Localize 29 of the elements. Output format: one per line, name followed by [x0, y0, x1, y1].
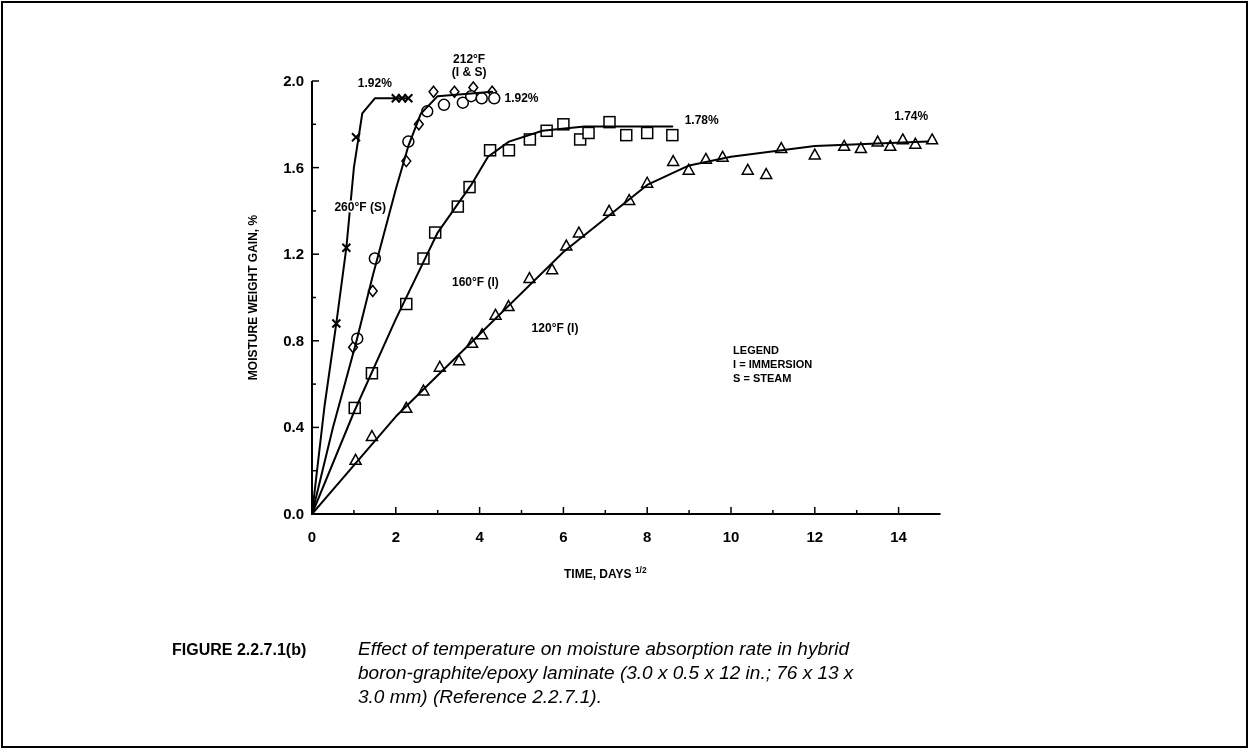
annotation: I = IMMERSION: [733, 357, 813, 370]
x-tick-label: 4: [475, 528, 485, 545]
text: 212°F: [453, 52, 486, 67]
annotation: LEGEND: [733, 343, 779, 356]
x-tick-label: 0: [307, 528, 317, 545]
annotation: 120°F (I): [531, 320, 579, 335]
annotation: S = STEAM: [733, 371, 792, 384]
y-axis-title: MOISTURE WEIGHT GAIN, %: [246, 214, 260, 381]
x-tick-label: 10: [722, 528, 740, 545]
caption: FIGURE 2.2.7.1(b): [172, 641, 307, 658]
annotation: 160°F (I): [452, 275, 499, 290]
x-tick-label: 2: [391, 528, 400, 545]
annotation: 1.74%: [894, 108, 929, 123]
x-tick-label: 8: [643, 528, 652, 545]
x-axis-title: TIME, DAYS $^{1/2}$: [564, 565, 647, 581]
annotation: 1.78%: [684, 112, 720, 127]
y-tick-label: 1.2: [283, 245, 304, 263]
text: Effect of temperature on moisture absorption rate in hybrid boron-graphite/epoxy laminate (3.0 x 0.5 x 12 in.; 76 x 13 x 3.0 mm) (Reference 2.2.7.1).: [358, 638, 855, 707]
annotation: 1.92%: [357, 76, 393, 91]
annotation: 1.92%: [504, 91, 539, 106]
x-tick-label: 12: [806, 528, 824, 545]
y-tick-label: 0.8: [283, 331, 304, 349]
y-tick-label: 2.0: [283, 72, 304, 89]
y-tick-label: 0.0: [283, 505, 304, 522]
x-tick-label: 14: [890, 528, 908, 545]
y-tick-label: 1.6: [283, 158, 304, 176]
x-tick-label: 6: [559, 528, 568, 545]
text: (I & S): [451, 65, 487, 80]
y-tick-label: 0.4: [283, 418, 305, 436]
